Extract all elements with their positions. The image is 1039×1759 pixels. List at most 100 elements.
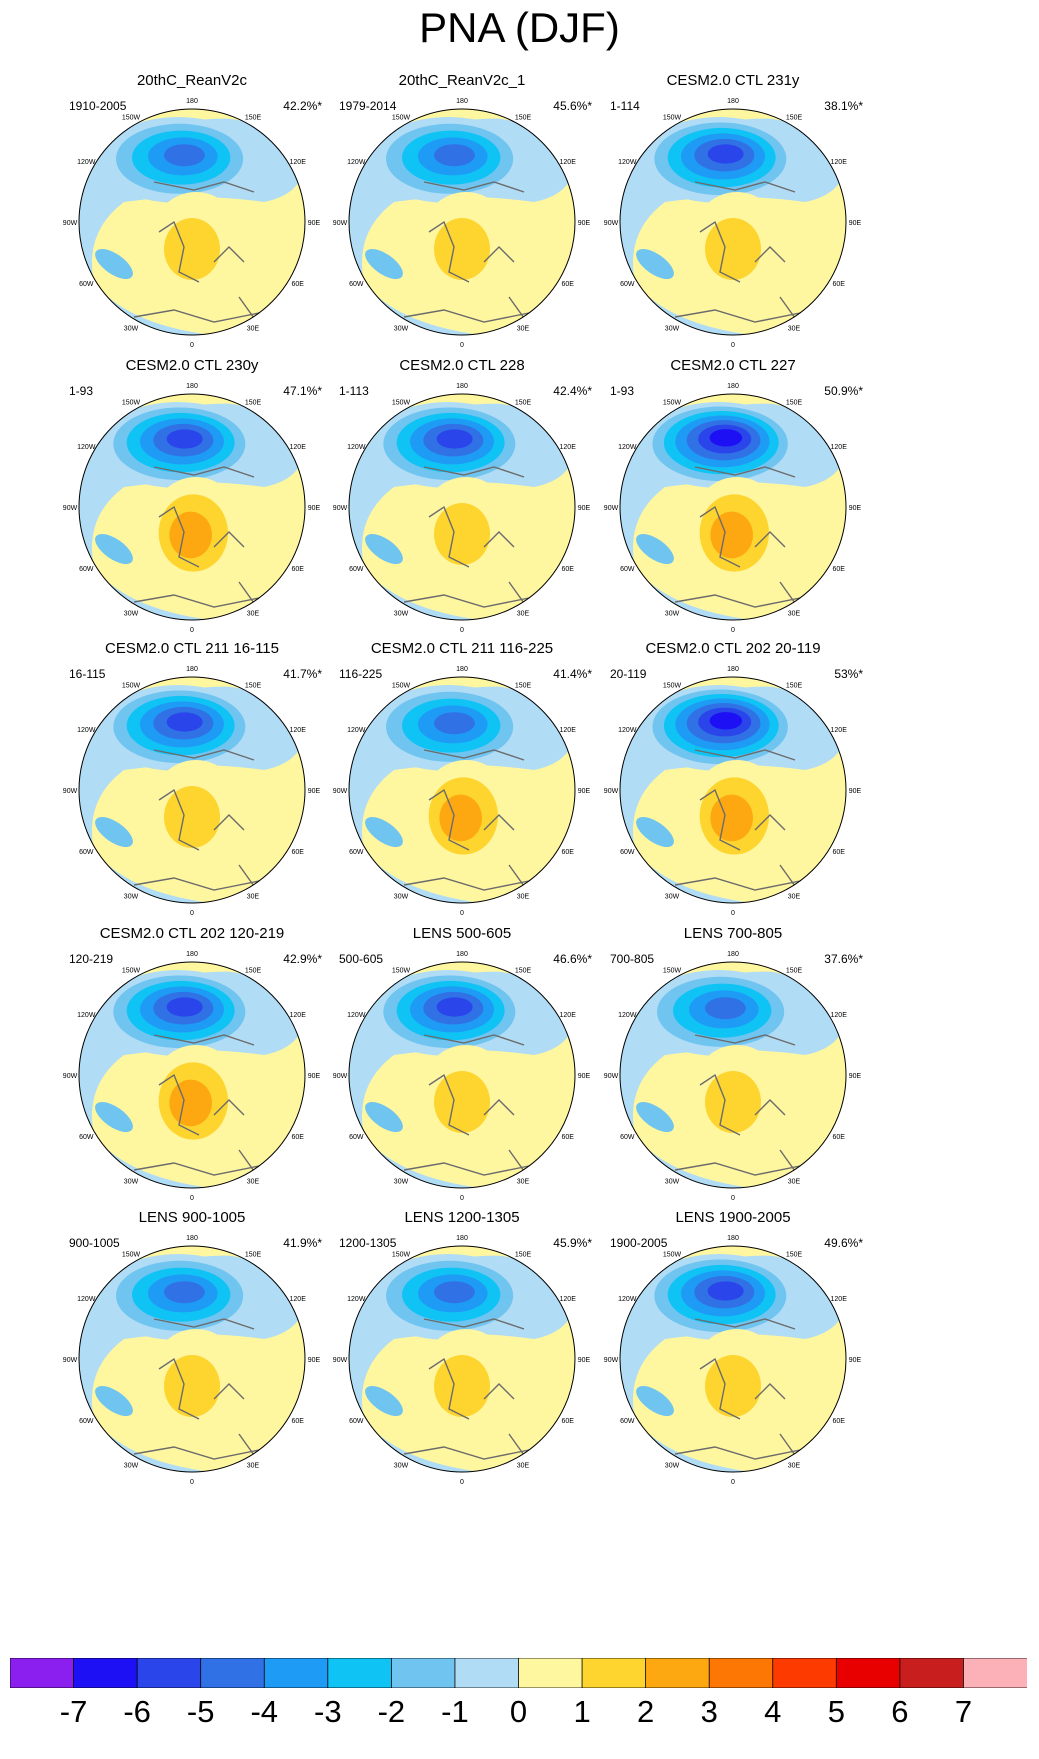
longitude-label: 90W bbox=[63, 788, 78, 795]
longitude-label: 90W bbox=[333, 1357, 348, 1364]
panel-variance-percent: 38.1%* bbox=[824, 99, 863, 113]
map-border bbox=[348, 393, 576, 621]
colorbar-tick-label: 4 bbox=[764, 1694, 782, 1729]
longitude-label: 60W bbox=[79, 1134, 94, 1141]
longitude-label: 30W bbox=[394, 326, 409, 333]
map-border bbox=[619, 961, 847, 1189]
longitude-label: 120E bbox=[831, 1296, 848, 1303]
longitude-label: 120E bbox=[560, 444, 577, 451]
panel-title: LENS 900-1005 bbox=[138, 1209, 246, 1226]
negative-contour bbox=[636, 1385, 674, 1417]
colorbar-tick-label: 7 bbox=[954, 1694, 973, 1729]
longitude-label: 90W bbox=[604, 1357, 619, 1364]
positive-contour bbox=[434, 1355, 490, 1417]
longitude-label: 30E bbox=[517, 894, 530, 901]
longitude-label: 90W bbox=[333, 220, 348, 227]
longitude-label: 180 bbox=[456, 1235, 468, 1242]
longitude-label: 0 bbox=[460, 627, 464, 634]
longitude-label: 120W bbox=[77, 444, 96, 451]
longitude-label: 180 bbox=[186, 666, 198, 673]
longitude-label: 30E bbox=[247, 1179, 260, 1186]
longitude-label: 60W bbox=[620, 1418, 635, 1425]
negative-contour bbox=[636, 248, 674, 280]
longitude-label: 30W bbox=[665, 326, 680, 333]
longitude-label: 90W bbox=[604, 1073, 619, 1080]
map-panel: LENS 500-605 500-605 46.6%* 180 150E 120E 90E 6… bbox=[333, 925, 634, 1215]
negative-contour bbox=[636, 816, 674, 848]
longitude-label: 0 bbox=[460, 1479, 464, 1486]
longitude-label: 60E bbox=[832, 849, 845, 856]
longitude-label: 0 bbox=[731, 342, 735, 349]
polar-map: 180 150E 120E 90E 60E 30E 0 30W 60W 90W 120W 150W bbox=[604, 383, 862, 634]
positive-contour bbox=[710, 511, 753, 559]
polar-map: 180 150E 120E 90E 60E 30E 0 30W 60W 90W 120W 150W bbox=[333, 1235, 591, 1486]
longitude-label: 60W bbox=[79, 566, 94, 573]
longitude-label: 90E bbox=[308, 788, 321, 795]
negative-contour bbox=[164, 1281, 205, 1304]
longitude-label: 150W bbox=[122, 682, 141, 689]
longitude-label: 120W bbox=[618, 1012, 637, 1019]
negative-contour bbox=[434, 712, 475, 735]
map-border bbox=[348, 961, 576, 1189]
longitude-label: 60E bbox=[291, 1418, 304, 1425]
longitude-label: 150E bbox=[245, 1251, 262, 1258]
longitude-label: 60E bbox=[291, 281, 304, 288]
longitude-label: 90E bbox=[308, 1073, 321, 1080]
longitude-label: 0 bbox=[731, 627, 735, 634]
longitude-label: 120W bbox=[347, 444, 366, 451]
panel-title: CESM2.0 CTL 211 116-225 bbox=[370, 640, 554, 657]
polar-map: 180 150E 120E 90E 60E 30E 0 30W 60W 90W 120W 150W bbox=[333, 951, 591, 1202]
longitude-label: 120E bbox=[560, 727, 577, 734]
longitude-label: 30W bbox=[665, 611, 680, 618]
longitude-label: 120W bbox=[77, 727, 96, 734]
longitude-label: 150W bbox=[122, 114, 141, 121]
longitude-label: 60W bbox=[79, 849, 94, 856]
negative-contour bbox=[95, 1101, 133, 1133]
panel-period: 1979-2014 bbox=[339, 99, 397, 113]
longitude-label: 30E bbox=[247, 1463, 260, 1470]
longitude-label: 30E bbox=[247, 611, 260, 618]
colorbar bbox=[10, 1658, 1027, 1688]
longitude-label: 120W bbox=[347, 727, 366, 734]
panel-period: 500-605 bbox=[339, 952, 384, 966]
longitude-label: 30E bbox=[788, 1179, 801, 1186]
longitude-label: 120E bbox=[831, 727, 848, 734]
longitude-label: 120E bbox=[560, 1012, 577, 1019]
longitude-label: 90E bbox=[578, 220, 591, 227]
longitude-label: 30E bbox=[247, 894, 260, 901]
longitude-label: 120E bbox=[831, 1012, 848, 1019]
longitude-label: 90W bbox=[604, 220, 619, 227]
longitude-label: 150E bbox=[515, 399, 532, 406]
positive-contour bbox=[169, 511, 212, 559]
longitude-label: 150W bbox=[663, 967, 682, 974]
map-border bbox=[348, 676, 576, 904]
longitude-label: 30E bbox=[517, 326, 530, 333]
longitude-label: 120W bbox=[77, 159, 96, 166]
positive-contour bbox=[164, 218, 220, 280]
panel-period: 1-93 bbox=[610, 384, 635, 398]
longitude-label: 90E bbox=[849, 788, 862, 795]
longitude-label: 90W bbox=[333, 788, 348, 795]
negative-contour bbox=[707, 1281, 744, 1301]
longitude-label: 90W bbox=[63, 1073, 78, 1080]
negative-contour bbox=[95, 533, 133, 565]
panel-variance-percent: 42.2%* bbox=[283, 99, 322, 113]
longitude-label: 180 bbox=[456, 951, 468, 958]
colorbar-tick-label: -4 bbox=[250, 1694, 279, 1729]
map-panel: CESM2.0 CTL 228 1-113 42.4%* 180 150E 120E 90E… bbox=[333, 357, 634, 647]
longitude-label: 150W bbox=[663, 682, 682, 689]
panel-period: 120-219 bbox=[69, 952, 114, 966]
colorbar-labels: -7 -6 -5 -4 -3 -2 -1 0 1 2 3 4 5 6 7 bbox=[0, 1694, 1039, 1744]
coastline bbox=[403, 466, 535, 618]
longitude-label: 90W bbox=[63, 505, 78, 512]
coastline bbox=[403, 749, 535, 901]
longitude-label: 0 bbox=[190, 342, 194, 349]
colorbar-tick-label: -2 bbox=[377, 1694, 406, 1729]
longitude-label: 30W bbox=[124, 1463, 139, 1470]
longitude-label: 180 bbox=[456, 98, 468, 105]
negative-contour bbox=[709, 429, 743, 447]
longitude-label: 150W bbox=[392, 399, 411, 406]
longitude-label: 180 bbox=[186, 98, 198, 105]
colorbar-tick-label: 0 bbox=[509, 1694, 528, 1729]
longitude-label: 60W bbox=[349, 566, 364, 573]
